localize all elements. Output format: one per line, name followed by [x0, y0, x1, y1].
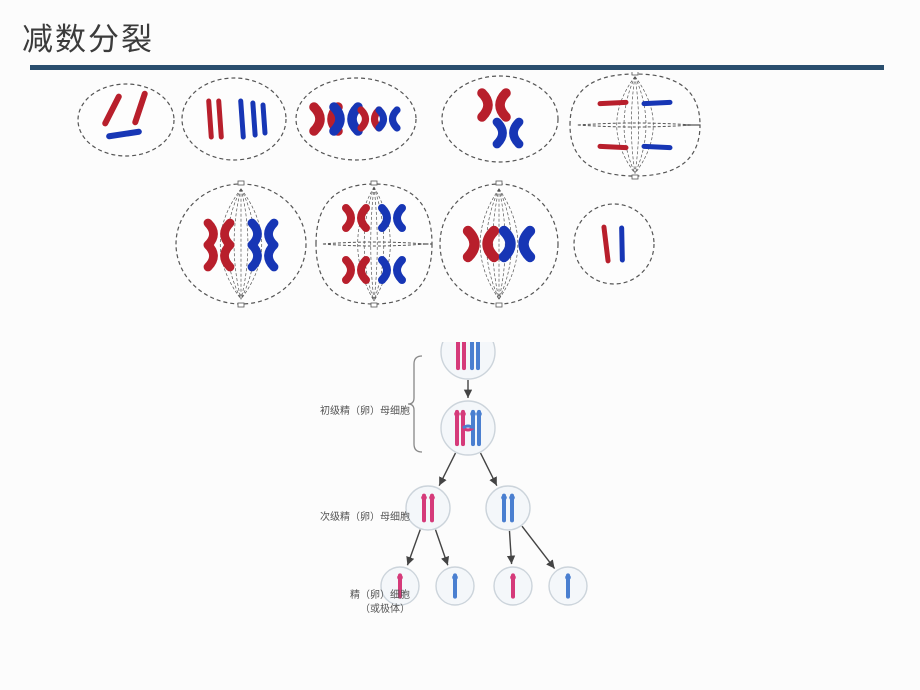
- page-title: 减数分裂: [0, 0, 920, 65]
- svg-text:初级精（卵）母细胞: 初级精（卵）母细胞: [320, 404, 410, 417]
- meiosis-cells-diagram: [0, 72, 920, 332]
- title-divider: [30, 65, 884, 70]
- meiosis-flowchart: 初级精（卵）母细胞次级精（卵）母细胞精（卵）细胞（或极体）: [0, 342, 920, 672]
- svg-text:（或极体）: （或极体）: [360, 602, 410, 615]
- svg-text:精（卵）细胞: 精（卵）细胞: [350, 588, 410, 601]
- svg-text:次级精（卵）母细胞: 次级精（卵）母细胞: [320, 510, 410, 523]
